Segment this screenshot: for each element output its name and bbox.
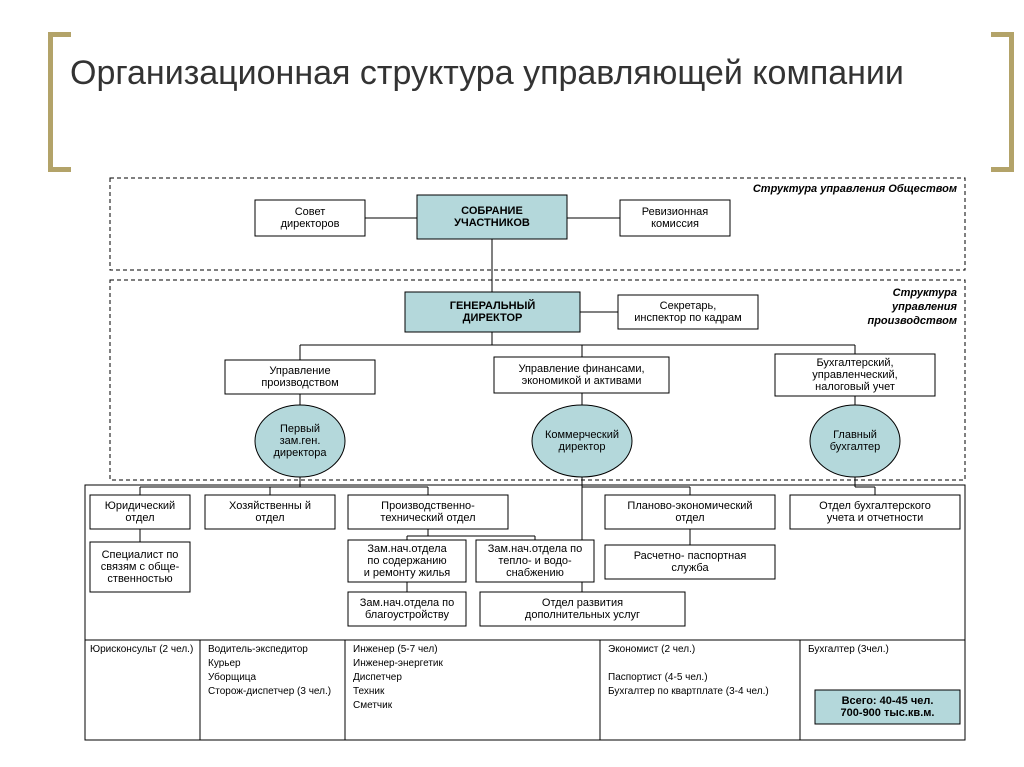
svg-text:отдел: отдел [675, 512, 704, 524]
svg-text:производством: производством [261, 377, 338, 389]
svg-text:Юрисконсульт (2 чел.): Юрисконсульт (2 чел.) [90, 644, 193, 655]
svg-text:Главный: Главный [833, 429, 877, 441]
svg-text:Зам.нач.отдела по: Зам.нач.отдела по [360, 597, 455, 609]
svg-text:отдел: отдел [255, 512, 284, 524]
svg-text:СОБРАНИЕ: СОБРАНИЕ [461, 205, 523, 217]
svg-text:Структура управления Обществом: Структура управления Обществом [753, 183, 957, 195]
svg-text:Сметчик: Сметчик [353, 700, 393, 711]
svg-text:Водитель-экспедитор: Водитель-экспедитор [208, 644, 308, 655]
svg-text:Инженер (5-7 чел): Инженер (5-7 чел) [353, 644, 438, 655]
svg-text:Бухгалтерский,: Бухгалтерский, [816, 357, 893, 369]
svg-text:Специалист по: Специалист по [102, 549, 179, 561]
svg-text:Паспортист (4-5 чел.): Паспортист (4-5 чел.) [608, 672, 708, 683]
svg-text:Бухгалтер (3чел.): Бухгалтер (3чел.) [808, 644, 889, 655]
svg-text:Всего: 40-45 чел.: Всего: 40-45 чел. [842, 695, 934, 707]
svg-text:Уборщица: Уборщица [208, 671, 257, 683]
svg-text:Первый: Первый [280, 423, 320, 435]
svg-text:служба: служба [671, 562, 709, 574]
svg-text:Диспетчер: Диспетчер [353, 672, 402, 683]
svg-text:700-900 тыс.кв.м.: 700-900 тыс.кв.м. [841, 707, 935, 719]
svg-text:управления: управления [891, 301, 957, 313]
svg-text:Экономист (2 чел.): Экономист (2 чел.) [608, 644, 695, 655]
svg-text:ственностью: ственностью [107, 573, 172, 585]
svg-text:Сторож-диспетчер (3 чел.): Сторож-диспетчер (3 чел.) [208, 686, 331, 697]
svg-text:Производственно-: Производственно- [381, 500, 475, 512]
svg-text:учета и отчетности: учета и отчетности [827, 512, 924, 524]
svg-text:Секретарь,: Секретарь, [660, 300, 717, 312]
svg-text:Совет: Совет [295, 206, 326, 218]
svg-text:Курьер: Курьер [208, 658, 241, 669]
svg-text:зам.ген.: зам.ген. [280, 435, 321, 447]
svg-text:Инженер-энергетик: Инженер-энергетик [353, 658, 444, 669]
svg-text:Хозяйственны й: Хозяйственны й [229, 500, 311, 512]
svg-text:технический отдел: технический отдел [380, 512, 475, 524]
svg-text:отдел: отдел [125, 512, 154, 524]
svg-text:производством: производством [867, 315, 957, 327]
svg-text:Техник: Техник [353, 686, 385, 697]
svg-text:директор: директор [559, 441, 606, 453]
svg-text:ГЕНЕРАЛЬНЫЙ: ГЕНЕРАЛЬНЫЙ [450, 299, 536, 312]
svg-text:Коммерческий: Коммерческий [545, 429, 619, 441]
svg-text:ДИРЕКТОР: ДИРЕКТОР [463, 312, 523, 324]
svg-text:снабжению: снабжению [506, 567, 564, 579]
svg-text:Юридический: Юридический [105, 500, 175, 512]
svg-text:по содержанию: по содержанию [367, 555, 446, 567]
svg-text:тепло- и водо-: тепло- и водо- [498, 555, 572, 567]
svg-text:дополнительных услуг: дополнительных услуг [525, 609, 640, 621]
svg-text:бухгалтер: бухгалтер [830, 441, 881, 453]
svg-text:Отдел развития: Отдел развития [542, 597, 623, 609]
svg-text:и ремонту жилья: и ремонту жилья [364, 567, 451, 579]
svg-text:Зам.нач.отдела: Зам.нач.отдела [367, 543, 447, 555]
svg-text:Планово-экономический: Планово-экономический [627, 500, 752, 512]
svg-text:Управление финансами,: Управление финансами, [518, 363, 644, 375]
svg-text:управленческий,: управленческий, [812, 369, 897, 381]
svg-text:связям с обще-: связям с обще- [101, 561, 180, 573]
svg-text:Зам.нач.отдела по: Зам.нач.отдела по [488, 543, 583, 555]
svg-text:экономикой и активами: экономикой и активами [522, 375, 642, 387]
org-chart-svg: Структура управления Обществом Структура у… [0, 0, 1024, 767]
svg-text:Ревизионная: Ревизионная [642, 206, 709, 218]
svg-text:УЧАСТНИКОВ: УЧАСТНИКОВ [454, 217, 530, 229]
svg-text:Структура: Структура [893, 287, 957, 299]
svg-text:директора: директора [273, 447, 327, 459]
svg-text:Бухгалтер по квартплате (3-4 ч: Бухгалтер по квартплате (3-4 чел.) [608, 686, 769, 697]
svg-text:благоустройству: благоустройству [365, 609, 450, 621]
svg-text:директоров: директоров [281, 218, 340, 230]
svg-text:Управление: Управление [269, 365, 330, 377]
svg-text:комиссия: комиссия [651, 218, 699, 230]
svg-text:Отдел бухгалтерского: Отдел бухгалтерского [819, 500, 931, 512]
svg-text:налоговый учет: налоговый учет [815, 381, 895, 393]
svg-text:инспектор по кадрам: инспектор по кадрам [634, 312, 741, 324]
svg-text:Расчетно- паспортная: Расчетно- паспортная [634, 550, 747, 562]
